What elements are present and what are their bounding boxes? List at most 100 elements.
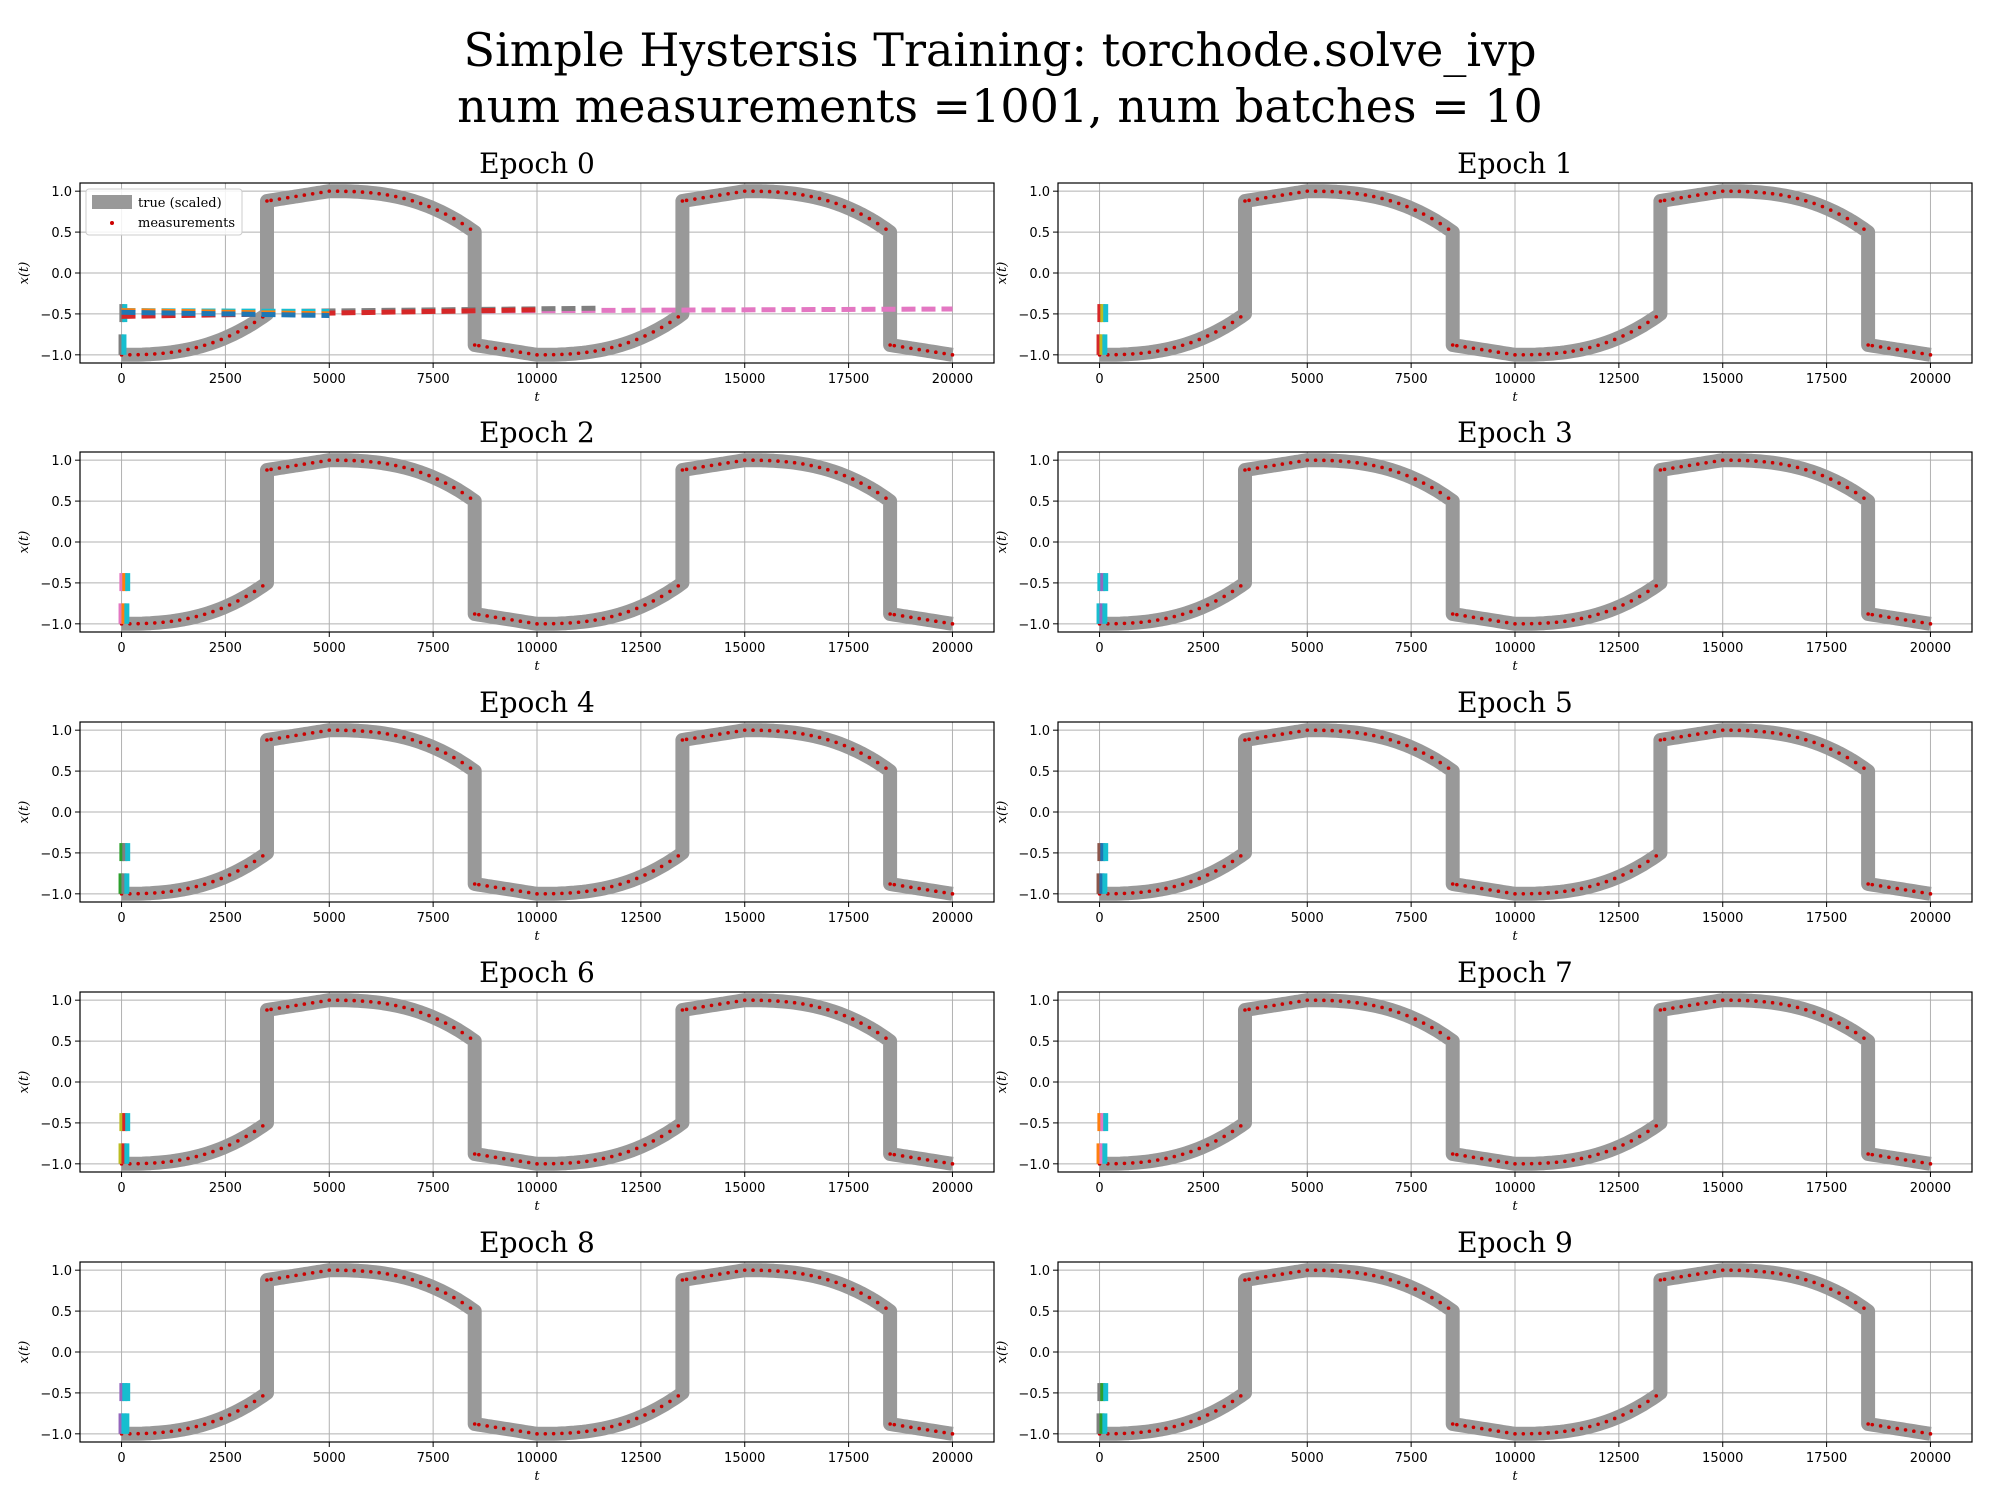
- measurement-point: [1671, 466, 1675, 470]
- measurement-point: [1130, 891, 1135, 895]
- measurement-point: [327, 458, 332, 462]
- y-tick-label: 0.5: [1029, 1035, 1050, 1050]
- measurement-point: [252, 1399, 257, 1404]
- prediction-bar: [124, 603, 130, 624]
- measurement-point: [1355, 1270, 1359, 1275]
- measurement-point: [418, 1280, 423, 1285]
- measurement-point: [859, 212, 863, 216]
- x-tick-label: 2500: [209, 1181, 242, 1196]
- prediction-bar: [1096, 334, 1102, 355]
- measurement-point: [917, 1156, 922, 1161]
- measurement-point: [842, 1013, 847, 1018]
- measurement-point: [1263, 734, 1268, 739]
- legend-label-true: true (scaled): [138, 196, 222, 211]
- measurement-point: [402, 1275, 406, 1280]
- x-tick-label: 20000: [1910, 1451, 1951, 1466]
- measurement-point: [734, 1269, 739, 1274]
- prediction-bar: [122, 573, 128, 592]
- x-tick-label: 2500: [209, 1451, 242, 1466]
- measurement-point: [593, 1158, 597, 1162]
- x-tick-label: 0: [117, 911, 125, 926]
- measurement-point: [435, 747, 440, 751]
- measurement-point: [601, 347, 606, 352]
- measurement-point: [485, 345, 489, 349]
- measurement-point: [742, 189, 747, 193]
- measurement-point: [1804, 737, 1808, 742]
- measurement-point: [265, 199, 269, 203]
- measurement-point: [1305, 998, 1310, 1002]
- measurement-point: [1255, 197, 1260, 201]
- measurement-point: [884, 1036, 888, 1040]
- measurement-point: [684, 198, 689, 203]
- measurement-point: [1396, 1280, 1401, 1285]
- measurement-point: [1770, 1000, 1775, 1005]
- measurement-point: [859, 481, 863, 485]
- measurement-point: [477, 1152, 481, 1157]
- y-axis-label: x(t): [995, 1071, 1010, 1094]
- measurement-point: [1122, 891, 1127, 896]
- measurement-point: [1297, 459, 1301, 464]
- measurement-point: [1155, 1428, 1160, 1432]
- measurement-point: [435, 1287, 440, 1291]
- measurement-point: [1488, 1158, 1492, 1162]
- measurement-point: [369, 729, 373, 734]
- measurement-point: [1646, 320, 1650, 325]
- measurement-point: [1546, 1161, 1551, 1165]
- measurement-point: [1305, 458, 1310, 462]
- measurement-point: [551, 621, 556, 626]
- measurement-point: [1571, 618, 1575, 622]
- measurement-point: [634, 1416, 639, 1421]
- prediction-bar: [121, 1143, 127, 1164]
- measurement-point: [909, 615, 913, 620]
- measurement-point: [327, 189, 332, 193]
- measurement-point: [1139, 1430, 1143, 1435]
- measurement-point: [265, 738, 269, 742]
- measurement-point: [925, 1428, 930, 1432]
- measurement-point: [285, 195, 290, 200]
- measurement-point: [1853, 490, 1858, 495]
- measurement-point: [1587, 1424, 1592, 1429]
- measurement-point: [468, 766, 473, 770]
- measurement-point: [1438, 490, 1443, 495]
- measurement-point: [1737, 1268, 1742, 1273]
- measurement-point: [1450, 1152, 1455, 1156]
- measurement-point: [410, 1277, 415, 1282]
- measurement-point: [609, 1154, 614, 1159]
- measurement-point: [1596, 1152, 1600, 1157]
- measurement-point: [1671, 1006, 1675, 1010]
- measurement-point: [701, 734, 705, 739]
- measurement-point: [1388, 1277, 1393, 1282]
- plot-area: [1096, 993, 1934, 1171]
- y-tick-label: 0.5: [51, 765, 72, 780]
- measurement-point: [302, 1002, 307, 1006]
- measurement-point: [152, 352, 157, 356]
- measurement-point: [1621, 334, 1625, 338]
- measurement-point: [609, 884, 614, 889]
- measurement-point: [393, 733, 398, 738]
- measurement-point: [680, 1278, 685, 1282]
- measurement-point: [510, 349, 514, 353]
- measurement-point: [742, 1268, 747, 1272]
- measurement-point: [1658, 199, 1663, 203]
- subplot-title: Epoch 3: [1457, 416, 1573, 449]
- measurement-point: [1820, 1283, 1825, 1288]
- measurement-point: [1363, 462, 1368, 466]
- measurement-point: [1637, 1134, 1642, 1139]
- prediction-bar: [1097, 1383, 1103, 1402]
- x-tick-label: 5000: [1291, 1181, 1324, 1196]
- measurement-point: [543, 621, 548, 626]
- measurement-point: [369, 1269, 373, 1274]
- measurements-series: [1097, 458, 1933, 626]
- measurement-point: [377, 730, 381, 735]
- measurement-point: [1629, 330, 1634, 334]
- measurement-point: [1355, 460, 1359, 465]
- measurement-point: [1853, 221, 1858, 226]
- measurement-point: [1297, 1269, 1301, 1274]
- measurement-point: [1687, 1003, 1692, 1008]
- measurement-point: [1912, 619, 1916, 623]
- subplot-epoch-9: Epoch 9 0 2500 5000 7500 10000 12500 15000 17500…: [995, 1226, 1973, 1484]
- measurement-point: [1671, 736, 1675, 740]
- measurement-point: [776, 999, 780, 1003]
- measurement-point: [734, 190, 739, 195]
- measurement-point: [734, 999, 739, 1004]
